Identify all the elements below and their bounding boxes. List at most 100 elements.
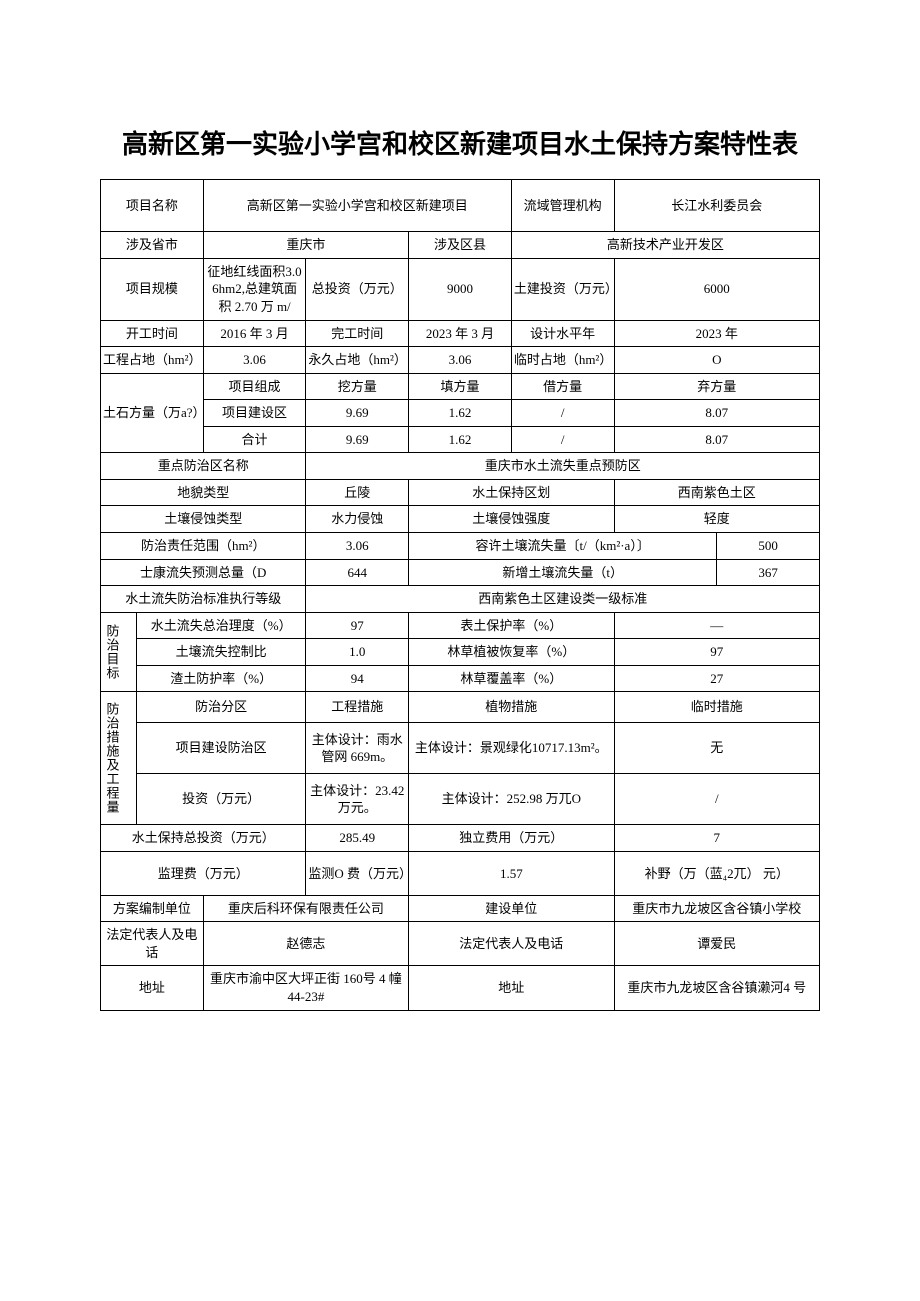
table-row: 工程占地（hm²） 3.06 永久占地（hm²） 3.06 临时占地（hm²） …: [101, 347, 820, 374]
cell: 水力侵蚀: [306, 506, 409, 533]
cell: 西南紫色土区: [614, 479, 819, 506]
cell: 建设单位: [409, 895, 614, 922]
cell: 地址: [101, 966, 204, 1010]
table-row: 方案编制单位 重庆后科环保有限责任公司 建设单位 重庆市九龙坡区含谷镇小学校: [101, 895, 820, 922]
cell: 8.07: [614, 426, 819, 453]
cell: 法定代表人及电话: [409, 922, 614, 966]
cell: 3.06: [409, 347, 512, 374]
table-row: 项目名称 高新区第一实验小学宫和校区新建项目 流域管理机构 长江水利委员会: [101, 180, 820, 232]
cell: 防治目标: [101, 612, 137, 692]
table-row: 土壤侵蚀类型 水力侵蚀 土壤侵蚀强度 轻度: [101, 506, 820, 533]
table-row: 水土流失防治标准执行等级 西南紫色土区建设类一级标准: [101, 586, 820, 613]
table-row: 项目规模 征地红线面积3.06hm2,总建筑面积 2.70 万 m/ 总投资（万…: [101, 258, 820, 320]
cell: 重庆市九龙坡区含谷镇小学校: [614, 895, 819, 922]
cell: 项目建设区: [203, 400, 306, 427]
cell: O: [614, 347, 819, 374]
cell: 土石方量（万a?）: [101, 373, 204, 453]
table-row: 水土保持总投资（万元） 285.49 独立费用（万元） 7: [101, 825, 820, 852]
cell: /: [511, 400, 614, 427]
cell: 1.57: [409, 851, 614, 895]
cell: 重庆市水土流失重点预防区: [306, 453, 820, 480]
table-row: 重点防治区名称 重庆市水土流失重点预防区: [101, 453, 820, 480]
cell: 项目名称: [101, 180, 204, 232]
cell: 项目组成: [203, 373, 306, 400]
cell: 新增土壤流失量（t）: [409, 559, 717, 586]
cell: 征地红线面积3.06hm2,总建筑面积 2.70 万 m/: [203, 258, 306, 320]
cell: 土壤侵蚀强度: [409, 506, 614, 533]
cell: 轻度: [614, 506, 819, 533]
table-row: 监理费（万元） 监测O 费（万元） 1.57 补野（万（蓝₄2兀） 元）: [101, 851, 820, 895]
cell: 主体设计：23.42 万元。: [306, 774, 409, 825]
cell: 重庆市九龙坡区含谷镇濑河4 号: [614, 966, 819, 1010]
cell: 填方量: [409, 373, 512, 400]
cell: 土壤侵蚀类型: [101, 506, 306, 533]
cell: 水土流失总治理度（%）: [136, 612, 306, 639]
table-row: 地貌类型 丘陵 水土保持区划 西南紫色土区: [101, 479, 820, 506]
cell: —: [614, 612, 819, 639]
cell: 2016 年 3 月: [203, 320, 306, 347]
table-row: 法定代表人及电话 赵德志 法定代表人及电话 谭爱民: [101, 922, 820, 966]
cell: 植物措施: [409, 692, 614, 723]
cell: 林草覆盖率（%）: [409, 665, 614, 692]
cell: 高新技术产业开发区: [511, 232, 819, 259]
cell: 地貌类型: [101, 479, 306, 506]
table-row: 渣土防护率（%） 94 林草覆盖率（%） 27: [101, 665, 820, 692]
cell: 涉及区县: [409, 232, 512, 259]
cell: 项目建设防治区: [136, 723, 306, 774]
cell: 水土保持区划: [409, 479, 614, 506]
table-row: 合计 9.69 1.62 / 8.07: [101, 426, 820, 453]
cell: 临时占地（hm²）: [511, 347, 614, 374]
cell: 重庆市: [203, 232, 408, 259]
cell: 监测O 费（万元）: [306, 851, 409, 895]
cell: 临时措施: [614, 692, 819, 723]
cell: 3.06: [306, 532, 409, 559]
cell: 土壤流失控制比: [136, 639, 306, 666]
cell: 防治措施及工程量: [101, 692, 137, 825]
cell: 水土流失防治标准执行等级: [101, 586, 306, 613]
cell: 防治责任范围（hm²）: [101, 532, 306, 559]
cell: 林草植被恢复率（%）: [409, 639, 614, 666]
table-row: 土壤流失控制比 1.0 林草植被恢复率（%） 97: [101, 639, 820, 666]
cell: 644: [306, 559, 409, 586]
cell: 容许土壤流失量〔t/（km²·a）〕: [409, 532, 717, 559]
cell: 重点防治区名称: [101, 453, 306, 480]
cell: 监理费（万元）: [101, 851, 306, 895]
cell: 长江水利委员会: [614, 180, 819, 232]
cell: 丘陵: [306, 479, 409, 506]
cell: 表土保护率（%）: [409, 612, 614, 639]
cell: 9.69: [306, 426, 409, 453]
cell: 97: [614, 639, 819, 666]
cell: 借方量: [511, 373, 614, 400]
cell: 合计: [203, 426, 306, 453]
cell: 流域管理机构: [511, 180, 614, 232]
cell: 高新区第一实验小学宫和校区新建项目: [203, 180, 511, 232]
cell: 7: [614, 825, 819, 852]
cell: 补野（万（蓝₄2兀） 元）: [614, 851, 819, 895]
cell: 主体设计：雨水管网 669m。: [306, 723, 409, 774]
cell: 6000: [614, 258, 819, 320]
table-row: 防治措施及工程量 防治分区 工程措施 植物措施 临时措施: [101, 692, 820, 723]
cell: 独立费用（万元）: [409, 825, 614, 852]
cell: 西南紫色土区建设类一级标准: [306, 586, 820, 613]
cell: 8.07: [614, 400, 819, 427]
cell: 地址: [409, 966, 614, 1010]
cell: 无: [614, 723, 819, 774]
cell: 总投资（万元）: [306, 258, 409, 320]
cell: 赵德志: [203, 922, 408, 966]
cell: 27: [614, 665, 819, 692]
cell: 法定代表人及电话: [101, 922, 204, 966]
cell: 谭爱民: [614, 922, 819, 966]
cell: 渣土防护率（%）: [136, 665, 306, 692]
cell: 土建投资（万元）: [511, 258, 614, 320]
cell: /: [614, 774, 819, 825]
table-row: 士康流失预测总量（D 644 新增土壤流失量（t） 367: [101, 559, 820, 586]
table-row: 项目建设防治区 主体设计：雨水管网 669m。 主体设计：景观绿化10717.1…: [101, 723, 820, 774]
cell: 工程占地（hm²）: [101, 347, 204, 374]
cell: 涉及省市: [101, 232, 204, 259]
cell: 1.62: [409, 400, 512, 427]
cell: 项目规模: [101, 258, 204, 320]
cell: 500: [717, 532, 820, 559]
cell: 97: [306, 612, 409, 639]
cell: 2023 年 3 月: [409, 320, 512, 347]
cell: 主体设计：景观绿化10717.13m²。: [409, 723, 614, 774]
